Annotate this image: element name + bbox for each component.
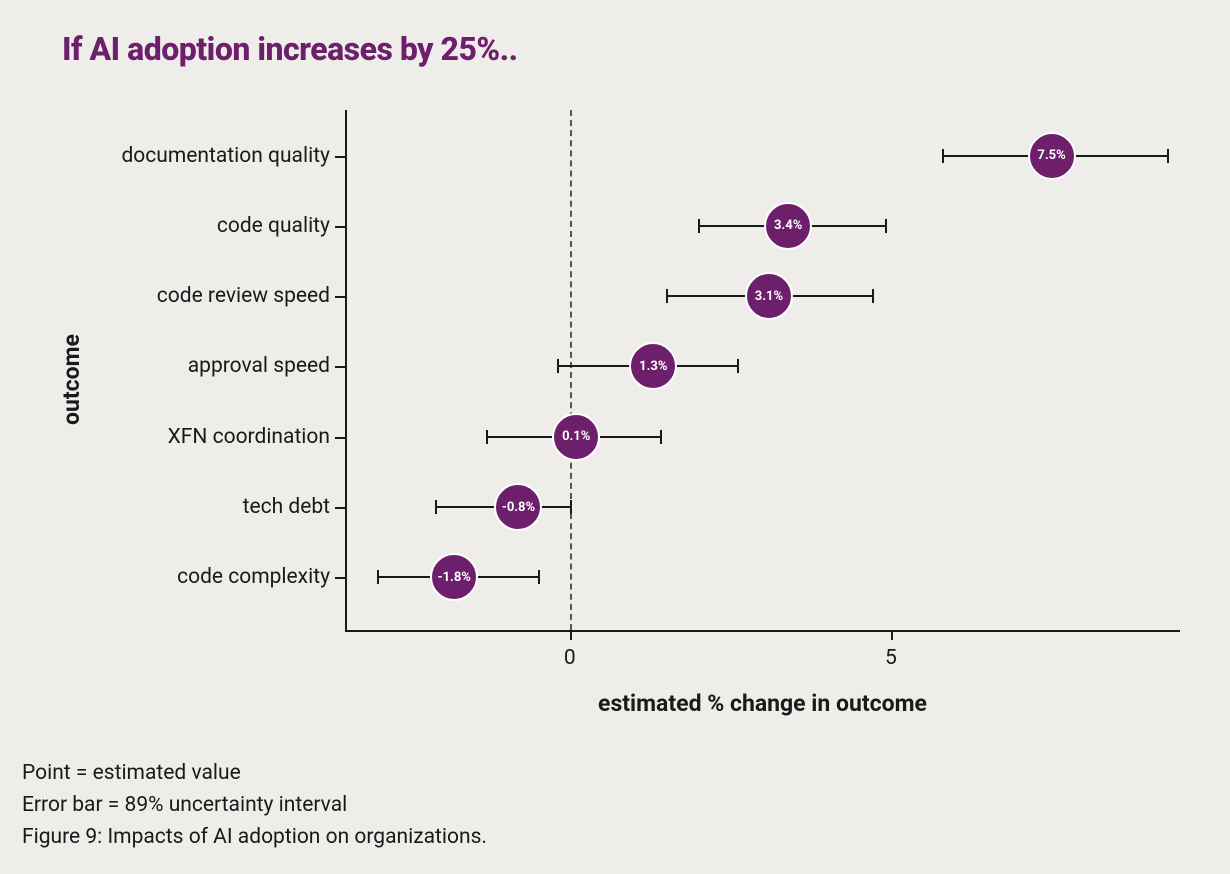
data-point: 7.5%: [1028, 132, 1076, 180]
outcome-label: code review speed: [157, 284, 330, 308]
x-tick: [891, 630, 893, 640]
error-cap: [660, 430, 662, 444]
data-point-label: 0.1%: [562, 429, 590, 444]
plot-area: estimated % change in outcome 057.5%3.4%…: [345, 110, 1180, 630]
y-axis-title: outcome: [58, 334, 85, 425]
error-cap: [557, 359, 559, 373]
y-tick: [335, 366, 345, 368]
data-point: -0.8%: [494, 483, 542, 531]
data-point-label: -0.8%: [502, 500, 535, 515]
caption-line-2: Error bar = 89% uncertainty interval: [22, 790, 347, 822]
y-tick: [335, 507, 345, 509]
data-point: 3.1%: [745, 272, 793, 320]
error-cap: [435, 500, 437, 514]
outcome-label: documentation quality: [121, 144, 330, 168]
x-tick-label: 5: [885, 646, 897, 670]
outcome-label: approval speed: [188, 354, 330, 378]
y-tick: [335, 226, 345, 228]
outcome-label: XFN coordination: [168, 425, 330, 449]
x-axis-line: [345, 630, 1180, 632]
data-point-label: 3.4%: [774, 218, 802, 233]
error-cap: [1167, 149, 1169, 163]
error-cap: [570, 500, 572, 514]
caption-line-3: Figure 9: Impacts of AI adoption on orga…: [22, 822, 487, 854]
data-point: 3.4%: [764, 202, 812, 250]
caption-line-1: Point = estimated value: [22, 758, 241, 790]
y-tick: [335, 577, 345, 579]
error-cap: [538, 570, 540, 584]
error-cap: [885, 219, 887, 233]
data-point: 0.1%: [552, 413, 600, 461]
error-cap: [737, 359, 739, 373]
y-tick: [335, 437, 345, 439]
data-point: 1.3%: [629, 342, 677, 390]
error-cap: [666, 289, 668, 303]
error-cap: [486, 430, 488, 444]
y-tick: [335, 156, 345, 158]
error-cap: [942, 149, 944, 163]
x-tick: [570, 630, 572, 640]
y-axis-line: [345, 110, 347, 630]
zero-reference-line: [570, 110, 572, 630]
data-point-label: 3.1%: [755, 289, 783, 304]
data-point-label: 7.5%: [1037, 148, 1065, 163]
data-point: -1.8%: [430, 553, 478, 601]
outcome-label: code complexity: [177, 565, 330, 589]
error-cap: [698, 219, 700, 233]
x-tick-label: 0: [564, 646, 576, 670]
outcome-label: tech debt: [243, 495, 330, 519]
error-cap: [872, 289, 874, 303]
data-point-label: 1.3%: [639, 359, 667, 374]
chart-title: If AI adoption increases by 25%..: [62, 30, 518, 68]
outcome-label: code quality: [217, 214, 330, 238]
data-point-label: -1.8%: [437, 570, 470, 585]
error-cap: [377, 570, 379, 584]
x-axis-title: estimated % change in outcome: [345, 690, 1180, 717]
y-tick: [335, 296, 345, 298]
